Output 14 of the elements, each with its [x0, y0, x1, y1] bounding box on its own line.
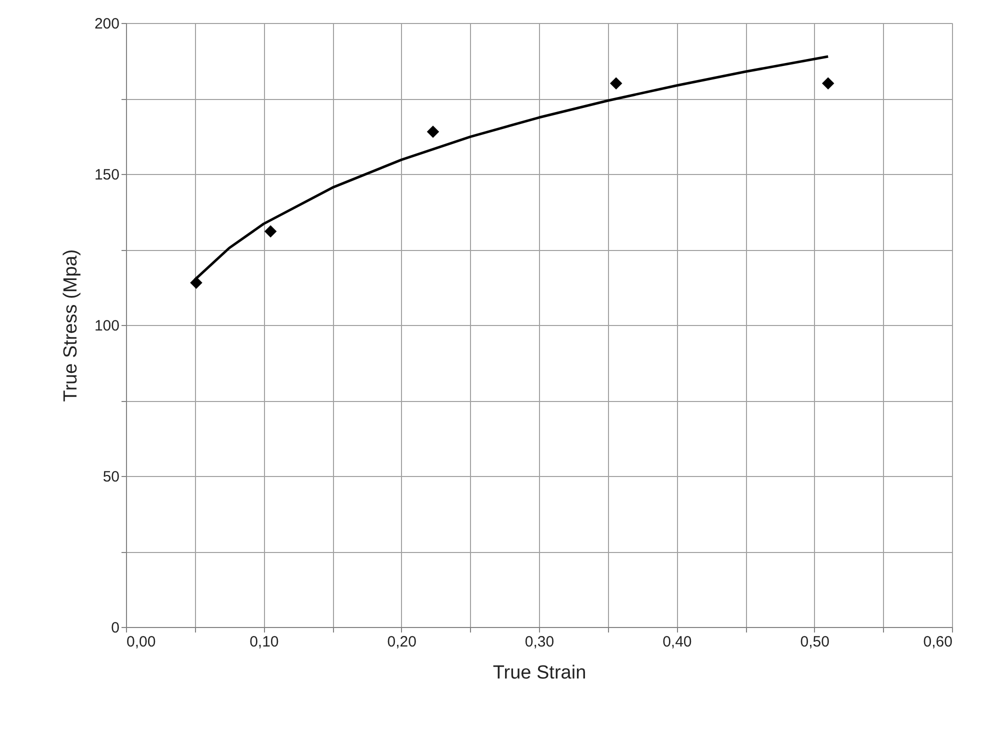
y-tick-label: 200 — [94, 16, 120, 32]
y-axis-title: True Stress (Mpa) — [60, 249, 82, 402]
x-tick-label: 0,60 — [923, 634, 952, 650]
x-tick-label: 0,10 — [250, 634, 279, 650]
x-tick-label: 0,30 — [524, 634, 554, 650]
x-tick-label: 0,40 — [662, 634, 692, 650]
y-tick-label: 50 — [102, 468, 120, 486]
y-tick-label: 150 — [94, 166, 120, 184]
x-tick-label: 0,20 — [387, 634, 416, 650]
x-axis-title: True Strain — [492, 662, 586, 684]
y-tick-label: 0 — [111, 620, 120, 636]
x-tick-label: 0,50 — [800, 634, 830, 650]
x-tick-label: 0,00 — [126, 634, 156, 650]
y-tick-label: 100 — [94, 318, 120, 334]
